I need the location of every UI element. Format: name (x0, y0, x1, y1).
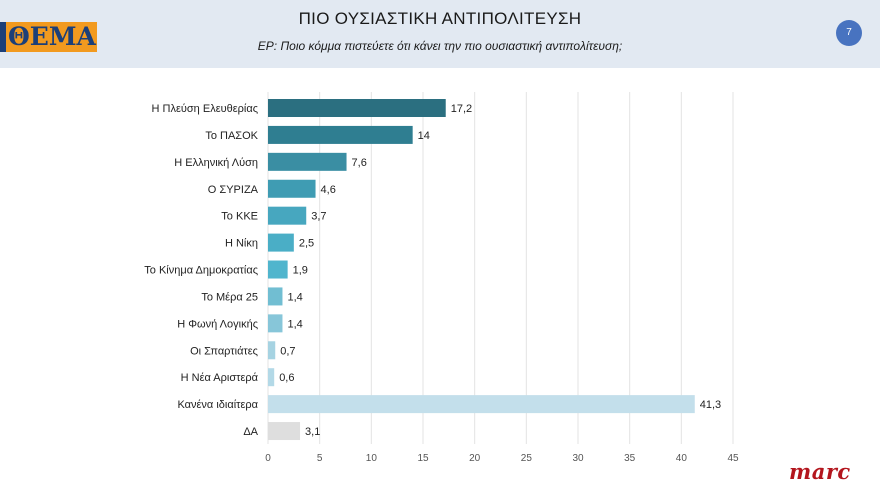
bar (268, 233, 294, 252)
bar (268, 206, 307, 225)
page-number-badge: 7 (836, 20, 862, 46)
category-label: Το Μέρα 25 (201, 291, 258, 303)
category-label: Η Νίκη (225, 238, 258, 250)
bar (268, 422, 301, 441)
value-label: 1,4 (287, 291, 302, 303)
publisher-logo: ΘΕΜΑ (0, 22, 97, 52)
x-tick-label: 40 (676, 453, 688, 464)
marc-brand-logo: marc (789, 459, 851, 484)
x-tick-label: 25 (521, 453, 533, 464)
bar (268, 260, 288, 279)
value-label: 14 (418, 130, 430, 142)
header-band (0, 0, 880, 68)
x-tick-label: 30 (572, 453, 584, 464)
category-label: Το ΚΚΕ (221, 211, 258, 223)
x-tick-label: 5 (317, 453, 323, 464)
bar (268, 287, 283, 306)
category-label: Η Φωνή Λογικής (177, 318, 258, 330)
category-label: Η Ελληνική Λύση (174, 157, 258, 169)
category-label: Οι Σπαρτιάτες (190, 345, 258, 357)
x-tick-label: 35 (624, 453, 636, 464)
category-label: ΔΑ (243, 426, 258, 438)
bar (268, 125, 413, 144)
x-tick-label: 0 (265, 453, 271, 464)
bar (268, 368, 275, 387)
value-label: 4,6 (321, 184, 336, 196)
bar (268, 179, 316, 198)
category-label: Ο ΣΥΡΙΖΑ (208, 184, 259, 196)
x-tick-label: 15 (417, 453, 429, 464)
logo-text: ΘΕΜΑ (8, 22, 96, 51)
value-label: 0,7 (280, 345, 295, 357)
bar (268, 314, 283, 333)
chart-title: ΠΙΟ ΟΥΣΙΑΣΤΙΚΗ ΑΝΤΙΠΟΛΙΤΕΥΣΗ (298, 9, 582, 28)
logo-strip (0, 22, 6, 52)
bar (268, 395, 695, 414)
bar (268, 341, 276, 360)
x-tick-label: 10 (366, 453, 378, 464)
bar (268, 99, 446, 117)
value-label: 3,1 (305, 426, 320, 438)
value-label: 17,2 (451, 103, 472, 115)
bar (268, 152, 347, 171)
category-label: Η Πλεύση Ελευθερίας (152, 103, 258, 115)
chart-subtitle: ΕΡ: Ποιο κόμμα πιστεύετε ότι κάνει την π… (257, 39, 623, 53)
x-tick-label: 20 (469, 453, 481, 464)
category-label: Κανένα ιδιαίτερα (177, 399, 258, 411)
x-tick-label: 45 (727, 453, 739, 464)
category-label: Το ΠΑΣΟΚ (205, 130, 258, 142)
value-label: 1,4 (287, 318, 302, 330)
category-label: Η Νέα Αριστερά (181, 372, 259, 384)
value-label: 1,9 (293, 265, 308, 277)
value-label: 3,7 (311, 211, 326, 223)
category-label: Το Κίνημα Δημοκρατίας (144, 265, 258, 277)
value-label: 41,3 (700, 399, 721, 411)
value-label: 7,6 (352, 157, 367, 169)
value-label: 2,5 (299, 238, 314, 250)
value-label: 0,6 (279, 372, 294, 384)
